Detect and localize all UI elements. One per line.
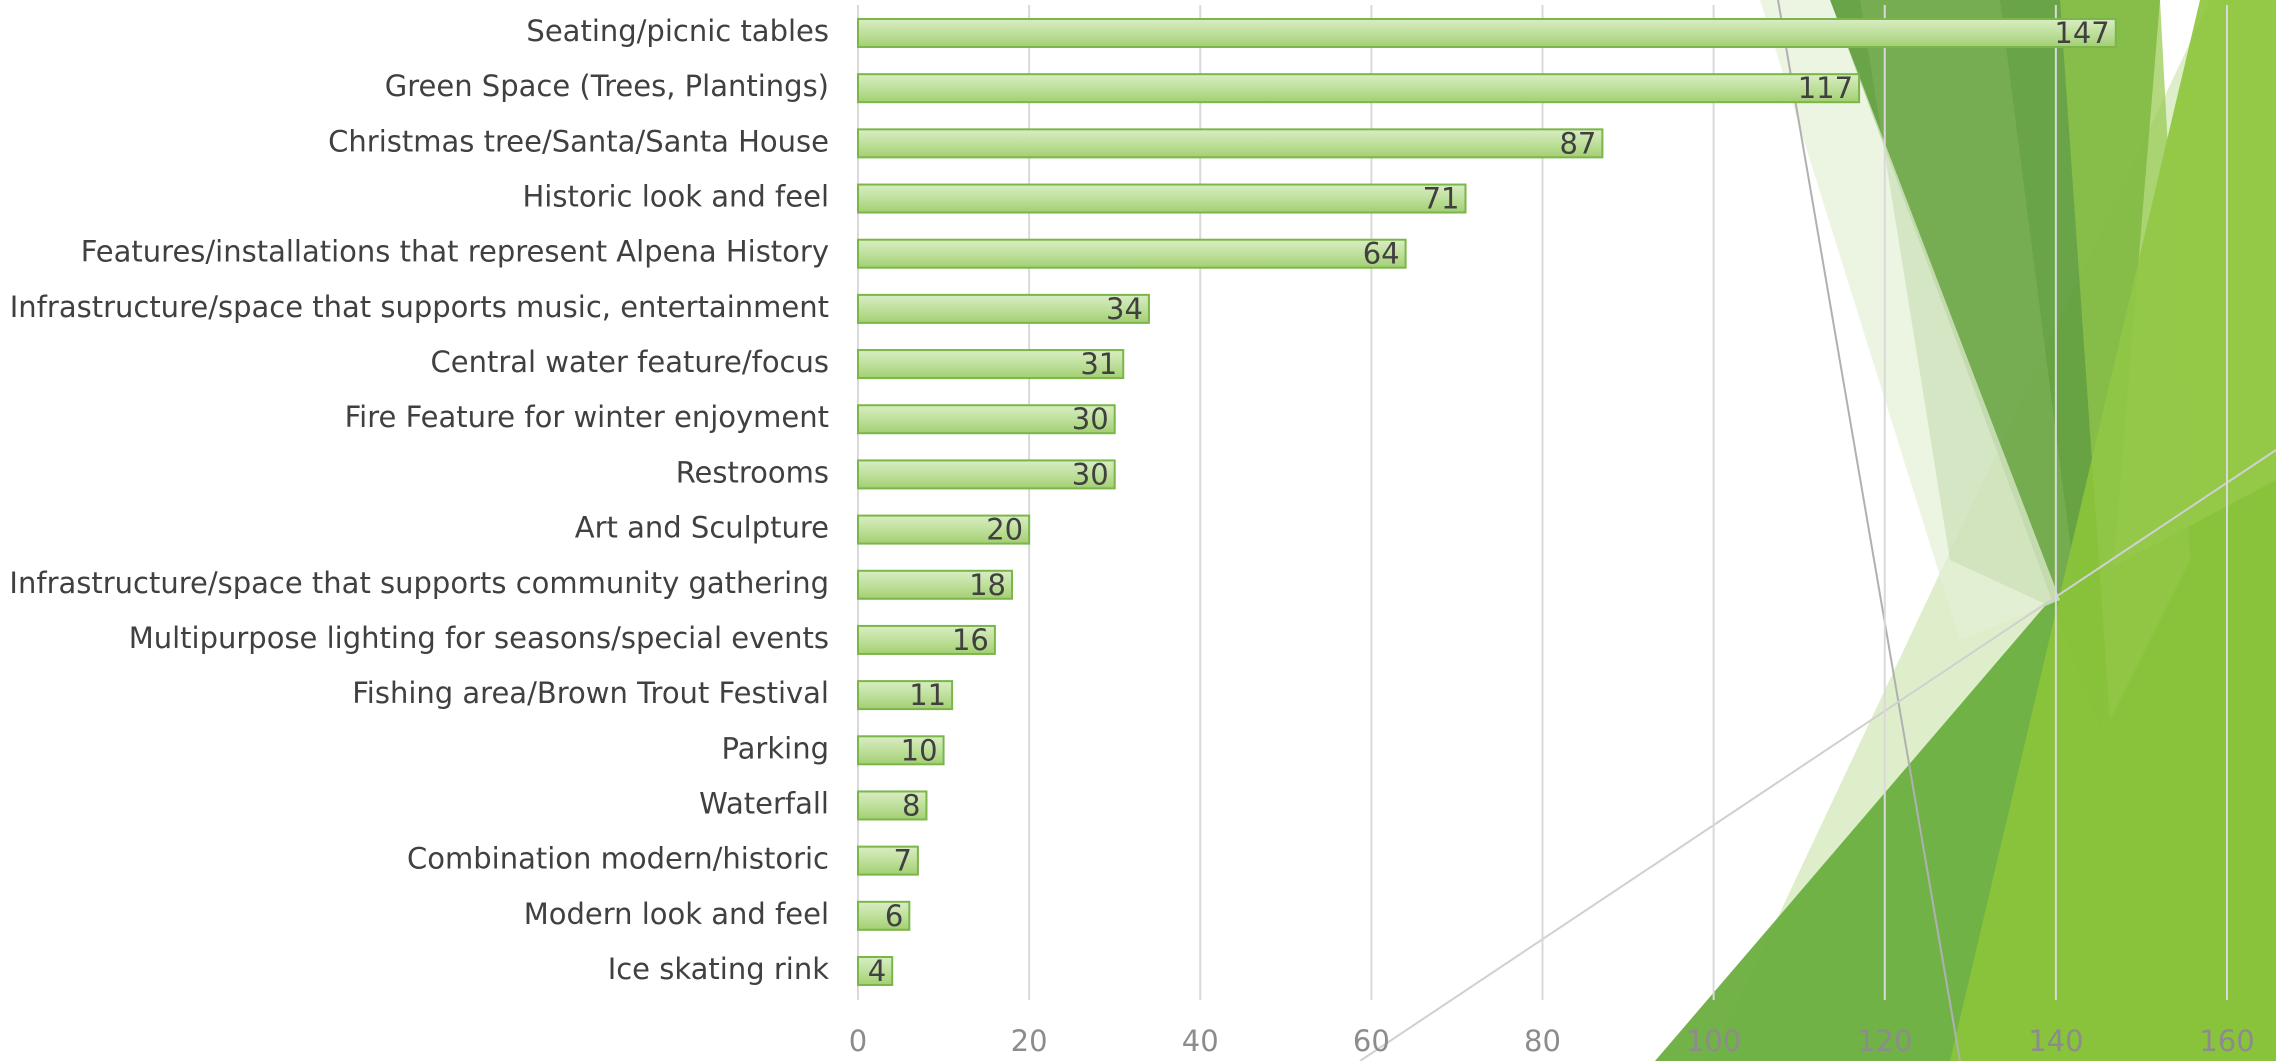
y-tick-label: Combination modern/historic — [407, 842, 829, 876]
x-tick-label: 60 — [1353, 1024, 1390, 1058]
y-tick-label: Seating/picnic tables — [526, 14, 829, 48]
bar — [857, 18, 2117, 48]
y-tick-label: Parking — [721, 731, 829, 765]
grid: 0 20 40 60 80 100 120 140 160 — [849, 5, 2255, 1058]
y-tick-label: Infrastructure/space that supports music… — [10, 290, 829, 324]
bar — [857, 183, 1467, 214]
bars: Seating/picnic tables 147 Green Space (Tre… — [9, 14, 2117, 988]
x-tick-label: 160 — [2199, 1024, 2254, 1058]
bar — [857, 569, 1014, 600]
bar — [857, 459, 1116, 490]
y-tick-label: Art and Sculpture — [575, 511, 829, 545]
data-label: 71 — [1423, 182, 1460, 216]
data-label: 20 — [986, 513, 1023, 547]
y-tick-label: Christmas tree/Santa/Santa House — [328, 124, 829, 158]
data-label: 11 — [909, 678, 946, 712]
bar — [857, 624, 996, 655]
y-tick-label: Green Space (Trees, Plantings) — [385, 69, 829, 103]
y-tick-label: Features/installations that represent Al… — [81, 235, 829, 269]
x-tick-label: 80 — [1524, 1024, 1561, 1058]
y-tick-label: Central water feature/focus — [430, 345, 829, 379]
bar — [857, 128, 1604, 159]
data-label: 31 — [1080, 347, 1117, 381]
data-label: 30 — [1072, 457, 1109, 491]
data-label: 64 — [1363, 237, 1400, 271]
bar — [857, 293, 1150, 324]
background-decoration — [1359, 0, 2276, 1061]
bar — [857, 238, 1407, 269]
data-label: 147 — [2054, 16, 2109, 50]
bar — [857, 73, 1861, 104]
bar — [857, 349, 1125, 380]
data-label: 34 — [1106, 292, 1143, 326]
data-label: 8 — [902, 788, 920, 822]
bar — [857, 845, 919, 876]
bar — [857, 790, 928, 821]
y-tick-label: Multipurpose lighting for seasons/specia… — [129, 621, 829, 655]
y-tick-label: Ice skating rink — [608, 952, 830, 986]
x-tick-label: 20 — [1011, 1024, 1048, 1058]
x-tick-label: 40 — [1182, 1024, 1219, 1058]
bar — [857, 514, 1031, 545]
bar — [857, 735, 945, 766]
y-tick-label: Historic look and feel — [522, 180, 829, 214]
x-tick-label: 140 — [2028, 1024, 2083, 1058]
data-label: 6 — [885, 899, 903, 933]
x-tick-label: 0 — [849, 1024, 867, 1058]
y-tick-label: Modern look and feel — [524, 897, 829, 931]
data-label: 7 — [893, 844, 911, 878]
data-label: 4 — [868, 954, 886, 988]
x-tick-label: 100 — [1686, 1024, 1741, 1058]
y-tick-label: Infrastructure/space that supports commu… — [9, 566, 829, 600]
data-label: 87 — [1559, 126, 1596, 160]
data-label: 18 — [969, 568, 1006, 602]
data-label: 10 — [901, 733, 938, 767]
data-label: 16 — [952, 623, 989, 657]
y-tick-label: Fire Feature for winter enjoyment — [345, 400, 829, 434]
bar — [857, 680, 954, 711]
y-tick-label: Waterfall — [699, 786, 829, 820]
x-tick-label: 120 — [1857, 1024, 1912, 1058]
bar — [857, 404, 1116, 435]
data-label: 117 — [1798, 71, 1853, 105]
bar — [857, 956, 894, 986]
y-tick-label: Fishing area/Brown Trout Festival — [352, 676, 829, 710]
data-label: 30 — [1072, 402, 1109, 436]
y-tick-label: Restrooms — [676, 455, 829, 489]
bar — [857, 900, 911, 931]
